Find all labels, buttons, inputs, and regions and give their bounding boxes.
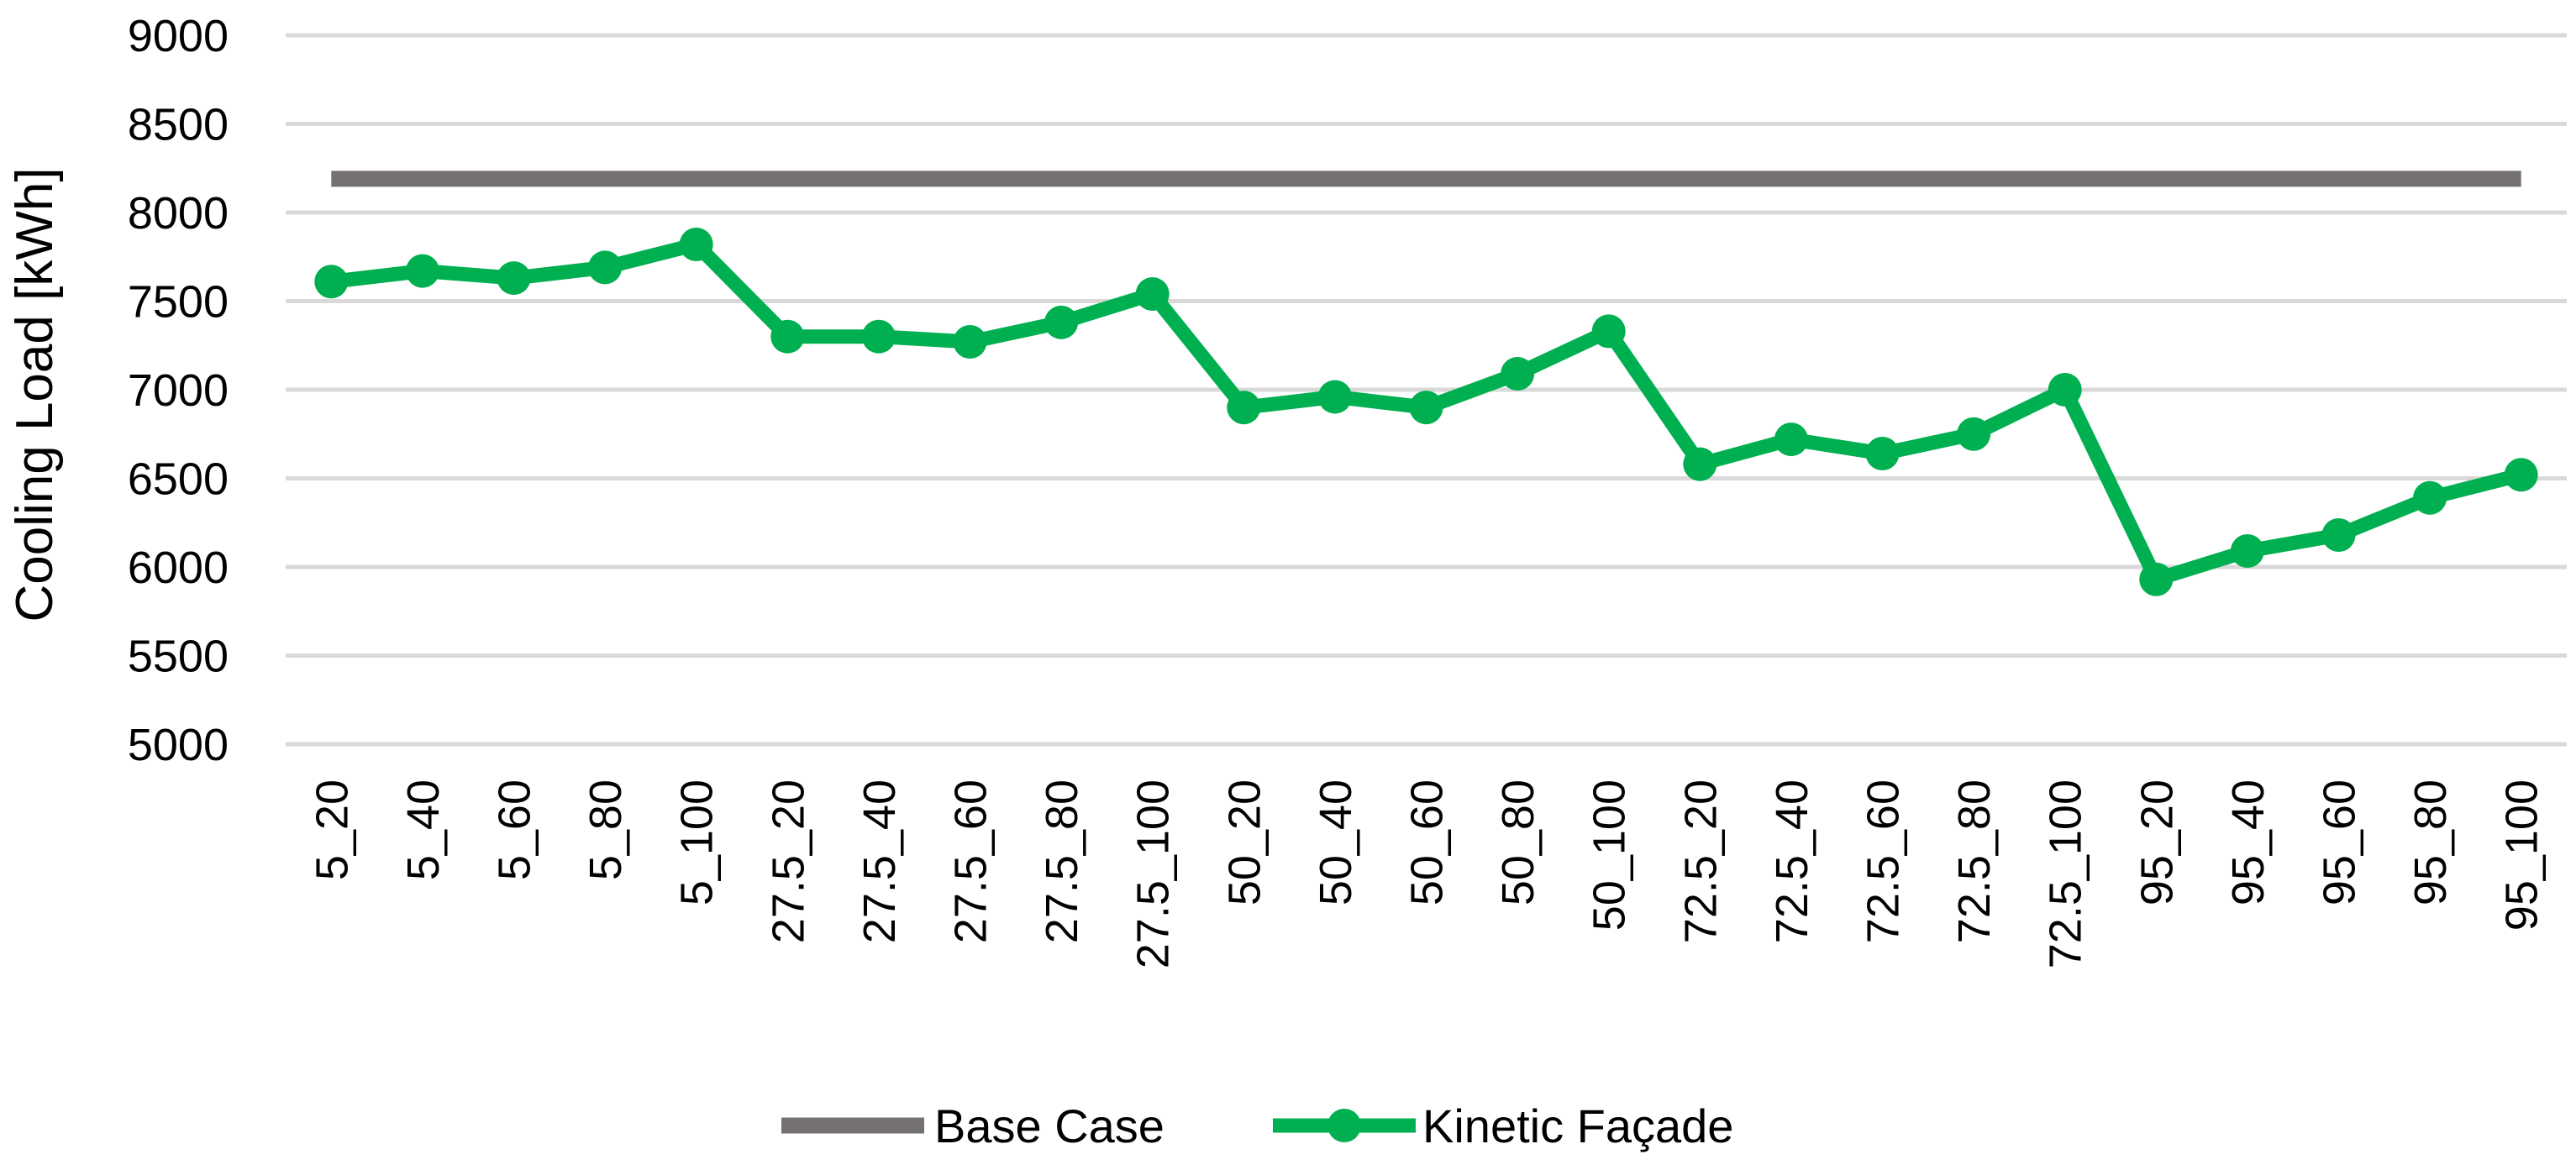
x-tick-label: 5_100 <box>672 779 723 905</box>
y-axis-title: Cooling Load [kWh] <box>6 167 64 622</box>
data-point <box>497 261 531 296</box>
legend: Base Case Kinetic Façade <box>781 1099 1733 1152</box>
x-tick-label: 95_20 <box>2132 779 2182 905</box>
data-point <box>1409 391 1443 425</box>
x-tick-label: 5_60 <box>490 779 540 880</box>
data-point <box>588 250 623 285</box>
x-tick-label: 50_80 <box>1493 779 1543 905</box>
x-tick-label: 50_40 <box>1311 779 1361 905</box>
x-tick-label: 72.5_100 <box>2041 779 2091 968</box>
x-tick-label: 27.5_40 <box>854 779 905 943</box>
data-point <box>2048 373 2082 407</box>
y-tick-label: 9000 <box>128 11 229 61</box>
x-tick-label: 27.5_80 <box>1037 779 1087 943</box>
data-point <box>2230 534 2264 569</box>
series-layer <box>314 171 2538 596</box>
y-axis-ticks: 5000 5500 6000 6500 7000 7500 8000 8500 9000 <box>128 11 229 770</box>
data-point <box>314 265 349 299</box>
x-tick-label: 95_40 <box>2223 779 2274 905</box>
y-tick-label: 8500 <box>128 100 229 150</box>
data-point <box>2504 458 2538 492</box>
data-point <box>1501 357 1535 391</box>
data-point <box>953 325 987 359</box>
x-tick-label: 72.5_60 <box>1858 779 1909 943</box>
data-point <box>770 319 805 354</box>
y-tick-label: 6500 <box>128 454 229 505</box>
data-point <box>679 227 713 261</box>
data-point <box>2413 480 2447 515</box>
y-tick-label: 8000 <box>128 188 229 239</box>
x-tick-label: 72.5_40 <box>1767 779 1817 943</box>
data-point <box>2321 518 2356 553</box>
x-tick-label: 72.5_80 <box>1949 779 2000 943</box>
x-tick-label: 27.5_100 <box>1128 779 1179 968</box>
x-tick-label: 50_20 <box>1219 779 1270 905</box>
gridlines <box>286 33 2567 747</box>
data-point <box>1683 447 1717 481</box>
data-point <box>1044 305 1079 339</box>
x-axis-ticks: 5_20 5_40 5_60 5_80 5_100 27.5_20 27.5_40 27.5_… <box>307 779 2547 968</box>
series-1 <box>314 227 2538 596</box>
x-tick-label: 95_80 <box>2405 779 2456 905</box>
data-point <box>1957 417 1991 451</box>
legend-item: Base Case <box>781 1099 1164 1152</box>
x-tick-label: 5_40 <box>398 779 449 880</box>
x-tick-label: 27.5_20 <box>763 779 813 943</box>
x-tick-label: 95_100 <box>2497 779 2547 931</box>
legend-marker <box>1327 1109 1361 1142</box>
data-point <box>2139 562 2174 596</box>
x-tick-label: 5_80 <box>581 779 631 880</box>
legend-label: Base Case <box>934 1099 1164 1152</box>
legend-label: Kinetic Façade <box>1422 1099 1733 1152</box>
y-tick-label: 5000 <box>128 720 229 770</box>
x-tick-label: 50_100 <box>1585 779 1635 931</box>
data-point <box>861 319 896 354</box>
x-tick-label: 27.5_60 <box>946 779 996 943</box>
y-tick-label: 7500 <box>128 277 229 328</box>
x-tick-label: 95_60 <box>2315 779 2365 905</box>
data-point <box>405 254 439 288</box>
data-point <box>1591 314 1626 349</box>
data-point <box>1317 380 1352 414</box>
data-point <box>1227 391 1261 425</box>
x-tick-label: 5_20 <box>307 779 357 880</box>
x-tick-label: 72.5_20 <box>1675 779 1726 943</box>
data-point <box>1135 277 1170 312</box>
data-point <box>1865 436 1900 470</box>
y-tick-label: 5500 <box>128 632 229 682</box>
y-tick-label: 7000 <box>128 365 229 416</box>
x-tick-label: 50_60 <box>1402 779 1453 905</box>
y-tick-label: 6000 <box>128 543 229 593</box>
legend-item: Kinetic Façade <box>1273 1099 1733 1152</box>
data-point <box>1774 422 1808 457</box>
